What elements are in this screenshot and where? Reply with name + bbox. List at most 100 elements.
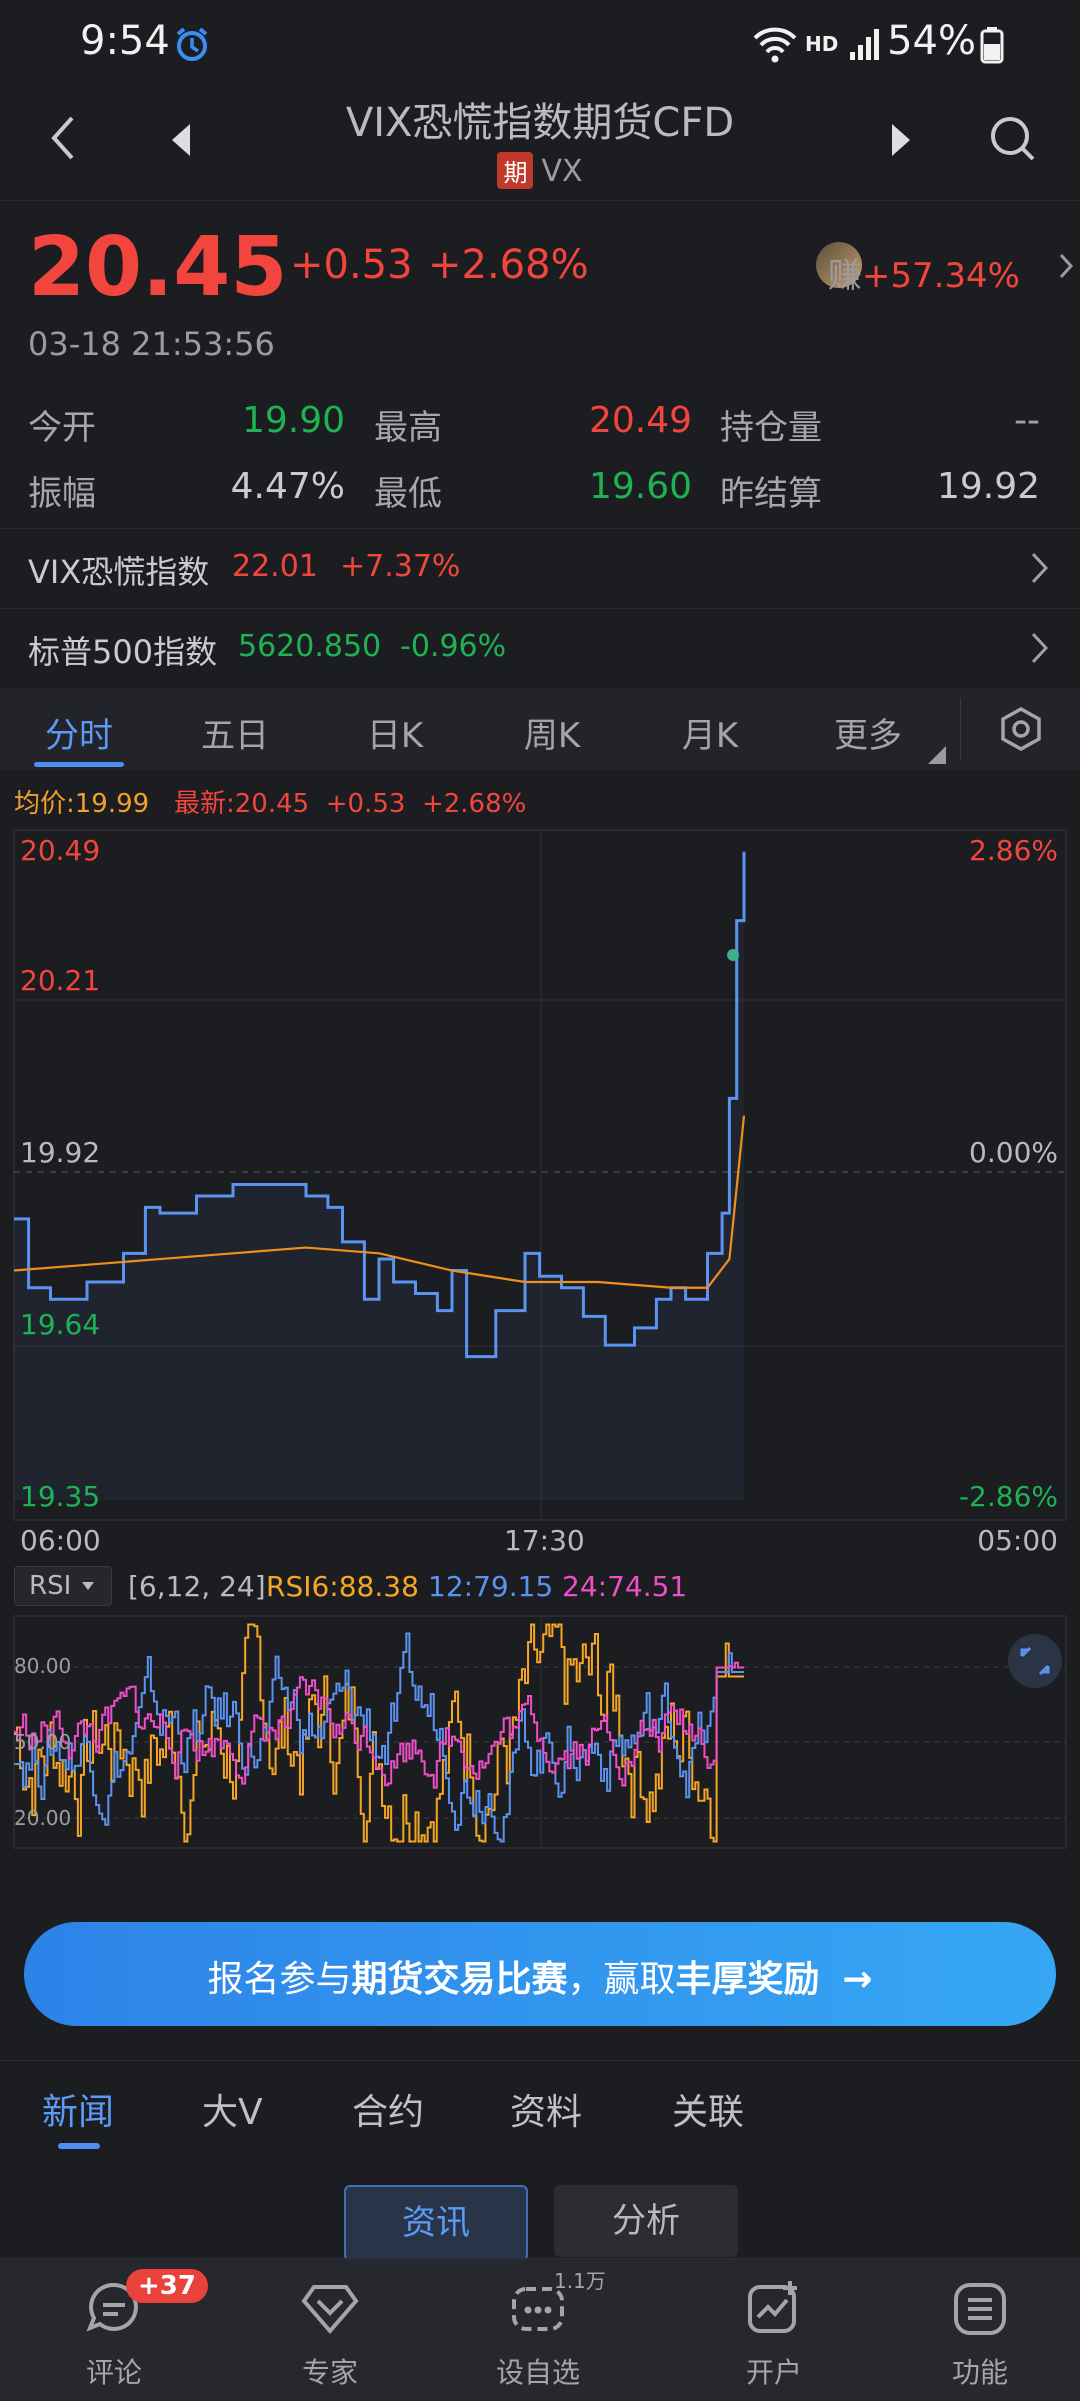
tab-intraday[interactable]: 分时 [45, 716, 113, 756]
nav-open-account[interactable]: 开户 [694, 2259, 854, 2401]
nav-functions[interactable]: 功能 [900, 2259, 1060, 2401]
stat-open: 19.90 [241, 400, 345, 441]
indicator-selector[interactable]: RSI [14, 1566, 112, 1606]
index-value: 5620.850 [238, 629, 382, 664]
banner-bold-1: 期货交易比赛 [351, 1959, 568, 2000]
tab-active-indicator [34, 762, 124, 767]
stat-settle-label: 昨结算 [720, 474, 822, 514]
nav-label: 专家 [301, 2356, 358, 2389]
y-tick: 20.21 [20, 964, 101, 997]
stat-settle: 19.92 [936, 466, 1040, 507]
chevron-right-icon[interactable] [1058, 252, 1074, 280]
index-row-sp500[interactable]: 标普500指数 5620.850 -0.96% [0, 608, 1080, 687]
nav-experts[interactable]: 专家 [250, 2259, 410, 2401]
prev-contract-icon[interactable] [166, 120, 196, 160]
stat-open-label: 今开 [28, 408, 96, 448]
nav-label: 评论 [85, 2356, 142, 2389]
price-area [14, 851, 744, 1500]
tab-contract[interactable]: 合约 [352, 2092, 425, 2133]
y-tick: 19.64 [20, 1308, 101, 1341]
chart-legend: 均价:19.99 最新:20.45 +0.53 +2.68% [14, 783, 526, 820]
tab-monthly-k[interactable]: 月K [681, 716, 739, 756]
rsi12-value: 12:79.15 [428, 1570, 554, 1603]
stat-high-label: 最高 [374, 408, 442, 448]
crosshair-dot [727, 949, 740, 961]
page-title: VIX恐慌指数期货CFD [345, 100, 735, 146]
subtab-info[interactable]: 资讯 [344, 2185, 528, 2261]
fullscreen-button[interactable] [1008, 1634, 1062, 1688]
nav-comments[interactable]: +37 评论 [34, 2259, 208, 2401]
y-tick: 20.49 [20, 834, 101, 867]
menu-icon [954, 2283, 1006, 2335]
tab-profile[interactable]: 资料 [510, 2092, 583, 2133]
chart-plus-icon [748, 2281, 797, 2333]
tab-related[interactable]: 关联 [672, 2092, 745, 2133]
diamond-icon [301, 2285, 359, 2335]
legend-last: 最新:20.45 [174, 789, 310, 819]
rsi-line [14, 1661, 744, 1789]
price-change: +0.53 [290, 242, 413, 288]
tab-news[interactable]: 新闻 [42, 2092, 115, 2133]
symbol-line: 期 VX [0, 152, 1080, 189]
alarm-icon [176, 27, 208, 61]
y-tick-pct: 0.00% [969, 1136, 1058, 1169]
index-row-vix[interactable]: VIX恐慌指数 22.01 +7.37% [0, 528, 1080, 607]
x-tick: 17:30 [504, 1524, 585, 1557]
symbol: VX [541, 154, 583, 189]
dropdown-corner-icon [928, 746, 946, 764]
battery-level: 54% [887, 18, 976, 64]
banner-text: 报名参与期货交易比赛，赢取丰厚奖励 → [24, 1950, 1056, 2002]
futures-tag: 期 [497, 152, 534, 189]
legend-avg: 均价:19.99 [14, 789, 150, 819]
news-tab-indicator [58, 2143, 100, 2149]
nav-add-watchlist[interactable]: 1.1万 设自选 [458, 2259, 618, 2401]
subtab-analysis[interactable]: 分析 [554, 2185, 738, 2257]
avg-price-line [13, 1115, 746, 1289]
rsi6-value: RSI6:88.38 [266, 1570, 419, 1603]
settings-icon[interactable] [998, 706, 1044, 752]
status-bar: 9:54 HD 54% [0, 0, 1080, 90]
avatar[interactable] [816, 242, 862, 288]
expand-icon [1020, 1646, 1050, 1676]
price-area-fill [14, 851, 744, 1500]
tab-bigv[interactable]: 大V [202, 2092, 263, 2133]
y-tick: 19.92 [20, 1136, 101, 1169]
y-tick-pct: 2.86% [969, 834, 1058, 867]
tab-daily-k[interactable]: 日K [366, 716, 424, 756]
chevron-right-icon [1031, 552, 1049, 584]
price-line [14, 851, 746, 1359]
network-type: HD [805, 32, 839, 56]
intraday-chart[interactable]: 均价:19.99 最新:20.45 +0.53 +2.68% 20.49 20.… [0, 778, 1080, 1878]
stat-high: 20.49 [588, 400, 692, 441]
watchlist-icon [512, 2287, 564, 2331]
header: VIX恐慌指数期货CFD 期 VX [0, 90, 1080, 201]
nav-label: 设自选 [495, 2356, 580, 2389]
comment-count-badge: +37 [126, 2269, 208, 2303]
next-contract-icon[interactable] [886, 120, 916, 160]
signal-icon [850, 29, 879, 60]
earn-value: +57.34% [861, 256, 1020, 296]
promo-banner[interactable]: 报名参与期货交易比赛，赢取丰厚奖励 → [24, 1922, 1056, 2026]
stat-low: 19.60 [588, 466, 692, 507]
tab-weekly-k[interactable]: 周K [523, 716, 581, 756]
tab-more[interactable]: 更多 [834, 716, 902, 756]
y-tick-pct: -2.86% [958, 1480, 1058, 1513]
index-value: 22.01 [232, 549, 318, 584]
tab-5day[interactable]: 五日 [201, 716, 269, 756]
price-change-pct: +2.68% [428, 242, 589, 288]
news-tabs: 新闻 大V 合约 资料 关联 [0, 2060, 1080, 2151]
rsi-level: 50.00 [14, 1730, 72, 1754]
rsi-level: 80.00 [14, 1654, 72, 1678]
rsi-line [14, 1623, 744, 1843]
quote-time: 03-18 21:53:56 [28, 325, 275, 363]
chart-period-tabs: 分时 五日 日K 周K 月K 更多 [0, 688, 1080, 770]
index-name: 标普500指数 [28, 633, 218, 671]
earn-badge[interactable]: 赚+57.34% [828, 248, 1020, 297]
y-tick: 19.35 [20, 1480, 101, 1513]
last-price: 20.45 [28, 220, 288, 315]
search-icon[interactable] [988, 114, 1038, 164]
back-icon[interactable] [44, 110, 84, 166]
banner-mid: ，赢取 [567, 1959, 676, 2000]
quote-panel: 20.45 +0.53 +2.68% 03-18 21:53:56 赚+57.3… [0, 200, 1080, 530]
rsi24-value: 24:74.51 [562, 1570, 688, 1603]
